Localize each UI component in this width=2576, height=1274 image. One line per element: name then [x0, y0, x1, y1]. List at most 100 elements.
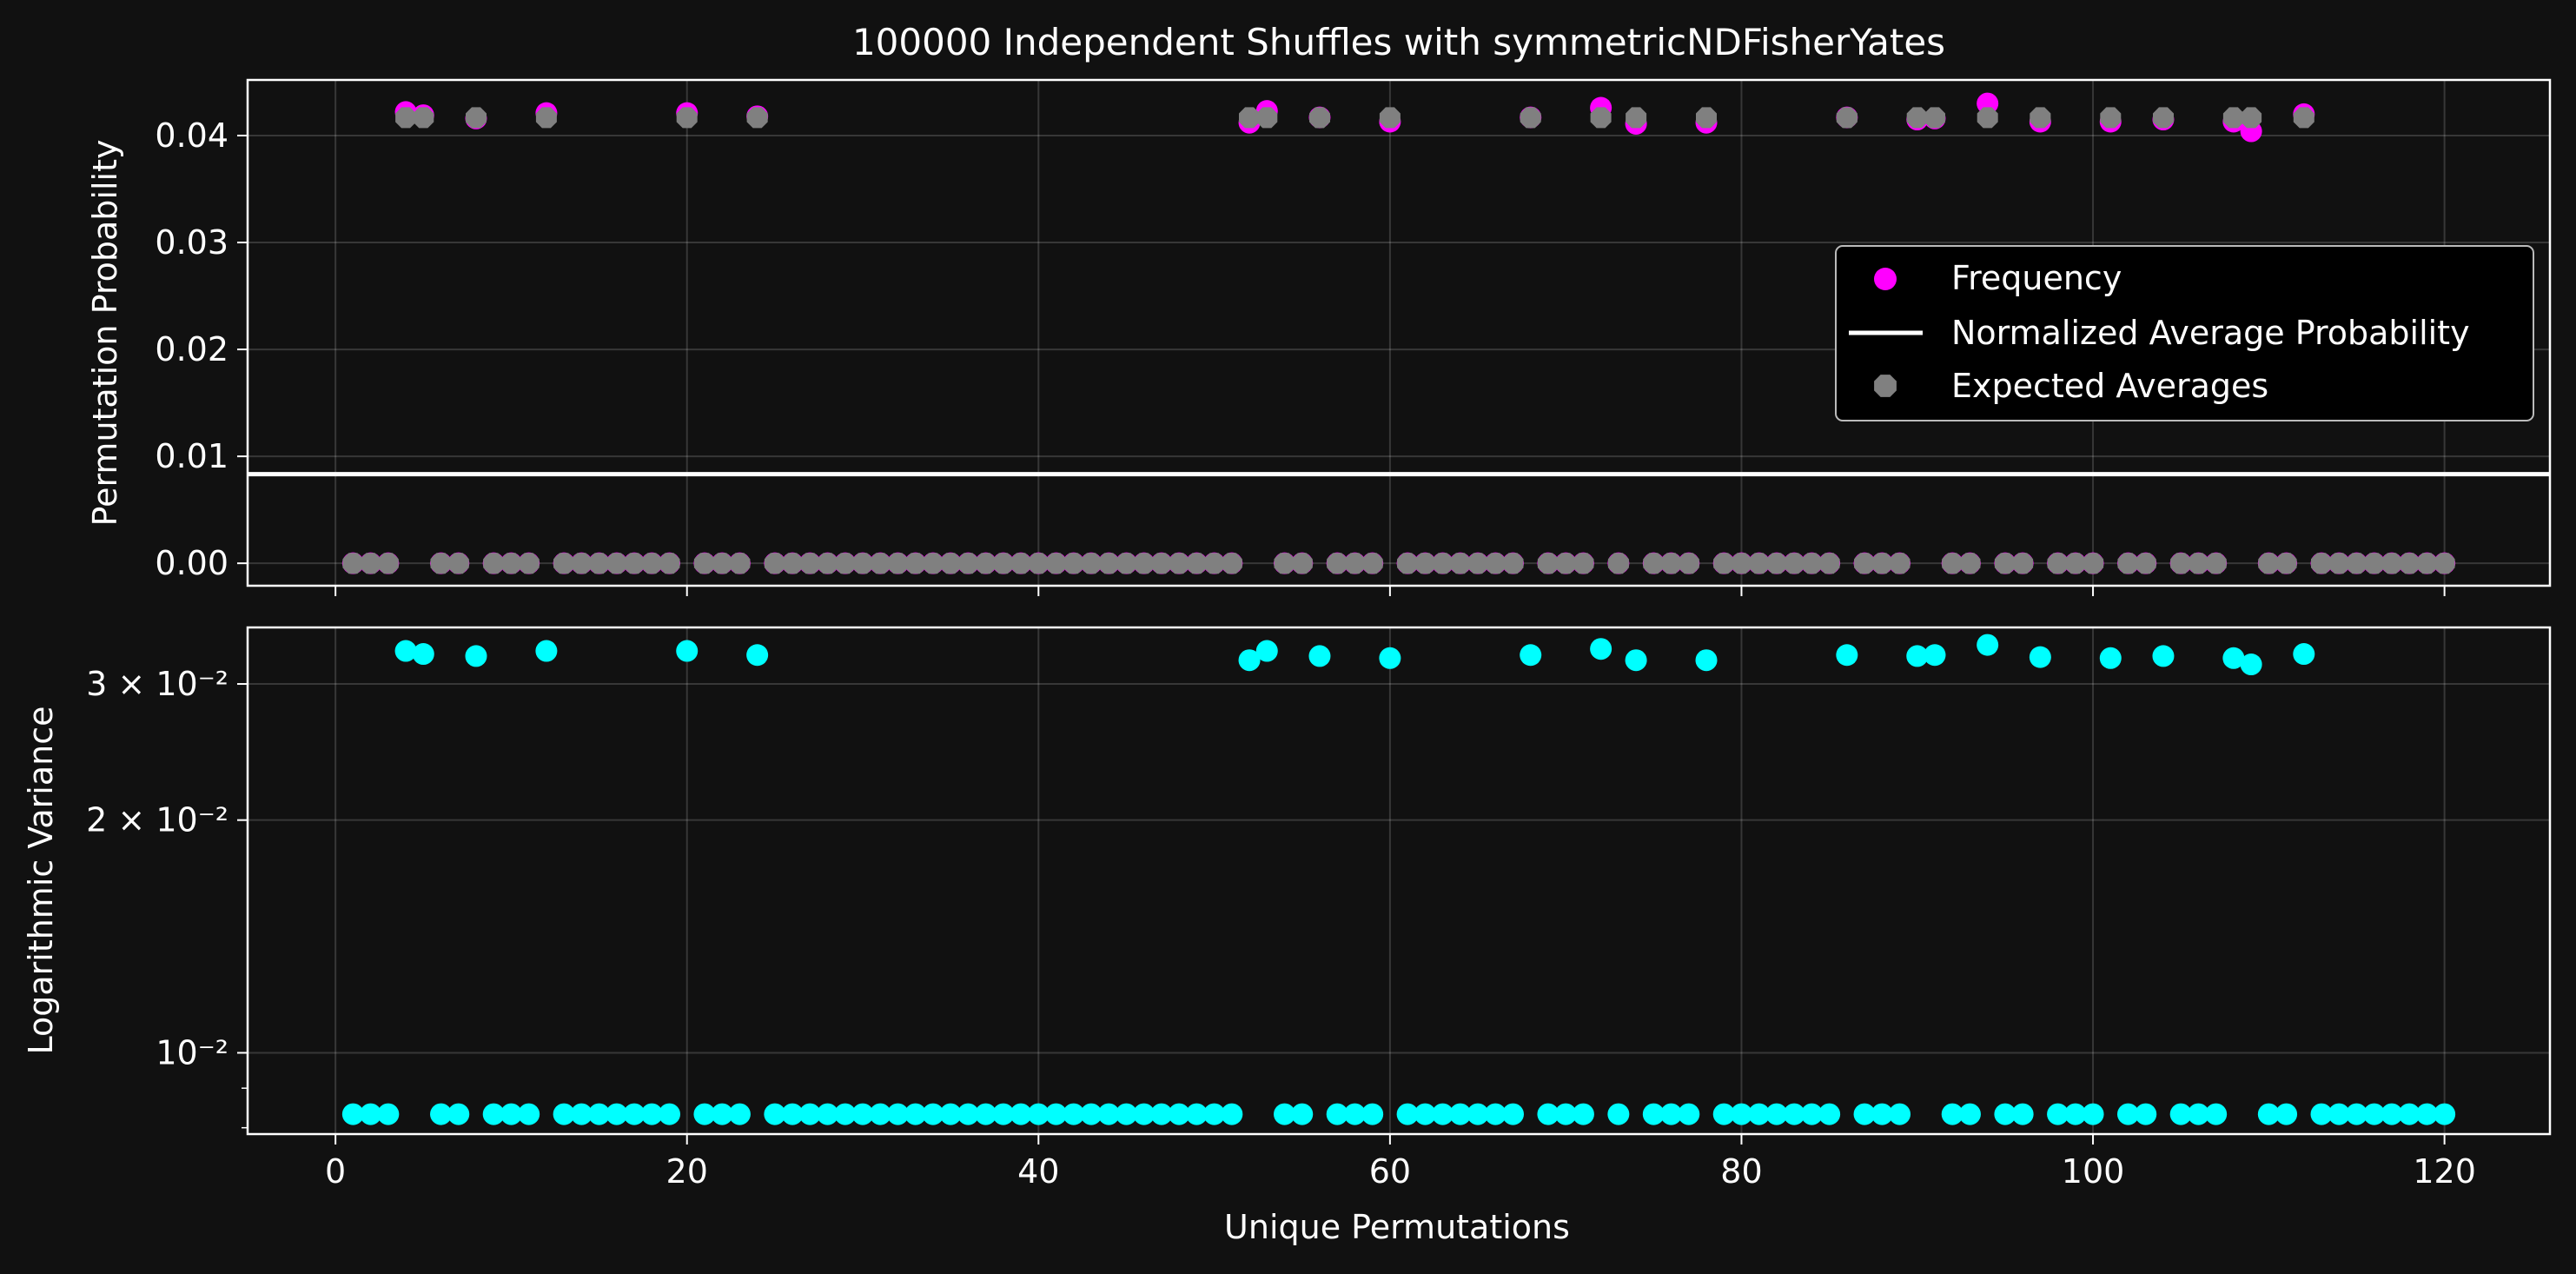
- variance-point: [1203, 1103, 1226, 1125]
- variance-point: [2381, 1103, 2403, 1125]
- expected-average-point: [1116, 553, 1137, 574]
- probability-panel: 0.00 0.01 0.02 0.03 0.04 Permutation Probabi…: [86, 78, 2552, 596]
- variance-y-tick-label: 10⁻²: [156, 1033, 228, 1072]
- variance-point: [2398, 1103, 2420, 1125]
- expected-average-point: [712, 553, 733, 574]
- variance-point: [1361, 1103, 1384, 1125]
- expected-average-point: [1590, 107, 1612, 129]
- probability-y-tick-label: 0.03: [155, 223, 228, 262]
- expected-average-point: [1520, 107, 1541, 129]
- expected-average-point: [2047, 553, 2069, 574]
- expected-average-point: [2170, 553, 2192, 574]
- variance-point: [2222, 647, 2245, 669]
- expected-average-point: [483, 553, 505, 574]
- expected-average-point: [676, 107, 698, 129]
- expected-average-point: [1871, 553, 1893, 574]
- probability-y-tick-label: 0.02: [155, 330, 228, 368]
- variance-point: [1554, 1103, 1577, 1125]
- legend-label-frequency: Frequency: [1951, 259, 2122, 297]
- legend-marker-frequency: [1874, 268, 1897, 290]
- variance-point: [2345, 1103, 2367, 1125]
- variance-point: [623, 1103, 646, 1125]
- variance-y-tick-label: 2 × 10⁻²: [86, 801, 228, 839]
- expected-average-point: [1942, 553, 1963, 574]
- variance-point: [676, 640, 699, 662]
- variance-point: [1783, 1103, 1805, 1125]
- variance-point: [2187, 1103, 2209, 1125]
- expected-average-point: [466, 107, 487, 129]
- x-axis-label: Unique Permutations: [1224, 1208, 1570, 1246]
- variance-point: [1941, 1103, 1963, 1125]
- variance-point: [1994, 1103, 2016, 1125]
- expected-average-point: [430, 553, 452, 574]
- variance-point: [2363, 1103, 2386, 1125]
- expected-average-point: [1836, 107, 1858, 129]
- expected-average-point: [992, 553, 1014, 574]
- variance-axes-frame: [246, 626, 2552, 1136]
- expected-average-point: [782, 553, 804, 574]
- expected-average-point: [2363, 553, 2385, 574]
- x-tick-label: 60: [1369, 1152, 1411, 1191]
- variance-point: [1537, 1103, 1560, 1125]
- expected-average-point: [834, 553, 856, 574]
- variance-point: [377, 1103, 400, 1125]
- variance-y-ticks: 3 × 10⁻² 2 × 10⁻² 10⁻²: [86, 665, 248, 1129]
- expected-average-point: [1854, 553, 1876, 574]
- variance-point: [1695, 649, 1718, 672]
- variance-point: [1326, 1103, 1348, 1125]
- expected-average-point: [904, 553, 926, 574]
- probability-axes-frame: [246, 78, 2552, 587]
- expected-average-point: [1696, 107, 1717, 129]
- expected-average-point: [887, 553, 909, 574]
- expected-average-point: [1502, 553, 1524, 574]
- variance-point: [1432, 1103, 1454, 1125]
- variance-point: [1977, 634, 1999, 656]
- expected-average-point: [624, 553, 645, 574]
- legend: Frequency Normalized Average Probability…: [1835, 245, 2534, 421]
- probability-x-ticks: [334, 586, 2446, 596]
- expected-average-point: [2399, 553, 2420, 574]
- variance-point: [553, 1103, 575, 1125]
- variance-point: [1678, 1103, 1700, 1125]
- probability-y-tick-label: 0.01: [155, 437, 228, 475]
- expected-average-point: [1291, 553, 1313, 574]
- variance-point: [1625, 649, 1647, 672]
- variance-point: [851, 1103, 874, 1125]
- variance-point: [1520, 644, 1542, 667]
- variance-point: [465, 645, 487, 667]
- variance-point: [430, 1103, 453, 1125]
- variance-point: [1748, 1103, 1771, 1125]
- variance-point: [482, 1103, 505, 1125]
- variance-point: [640, 1103, 663, 1125]
- expected-average-point: [799, 553, 821, 574]
- expected-average-point: [2258, 553, 2280, 574]
- variance-point: [2117, 1103, 2140, 1125]
- x-tick-label: 40: [1017, 1152, 1059, 1191]
- variance-point: [2029, 646, 2051, 668]
- x-tick-label: 0: [325, 1152, 346, 1191]
- variance-x-ticks: 0 20 40 60 80 100 120: [325, 1134, 2476, 1191]
- legend-label-average-line: Normalized Average Probability: [1951, 314, 2470, 352]
- variance-point: [658, 1103, 680, 1125]
- variance-point: [2328, 1103, 2350, 1125]
- legend-label-expected: Expected Averages: [1951, 367, 2268, 405]
- variance-point: [1836, 644, 1858, 667]
- expected-average-point: [2083, 553, 2104, 574]
- expected-average-point: [1801, 553, 1823, 574]
- variance-point: [1924, 644, 1946, 667]
- variance-point: [1449, 1103, 1472, 1125]
- variance-point: [1572, 1103, 1594, 1125]
- variance-point: [1343, 1103, 1366, 1125]
- expected-average-point: [2416, 553, 2438, 574]
- expected-average-point: [940, 553, 962, 574]
- variance-point: [2169, 1103, 2192, 1125]
- variance-point: [764, 1103, 786, 1125]
- expected-average-point: [2205, 553, 2227, 574]
- variance-point: [535, 640, 558, 662]
- expected-average-point: [1977, 107, 1998, 129]
- variance-point: [1274, 1103, 1296, 1125]
- expected-average-point: [518, 553, 540, 574]
- expected-average-point: [1274, 553, 1295, 574]
- expected-average-point: [2188, 553, 2209, 574]
